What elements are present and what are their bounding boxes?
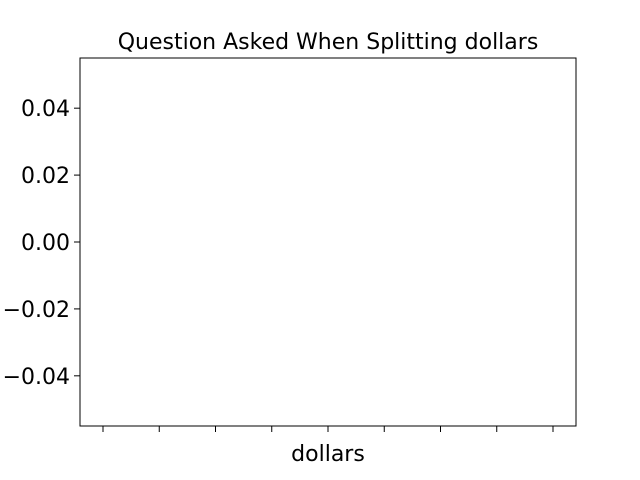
chart-title: Question Asked When Splitting dollars bbox=[118, 30, 539, 55]
y-tick-label: 0.00 bbox=[21, 231, 70, 256]
x-axis-label: dollars bbox=[291, 442, 365, 467]
y-tick-label: 0.04 bbox=[21, 97, 70, 122]
y-tick-label: −0.02 bbox=[3, 298, 70, 323]
plot-area bbox=[79, 57, 577, 427]
y-tick-label: −0.04 bbox=[3, 365, 70, 390]
y-tick-label: 0.02 bbox=[21, 164, 70, 189]
y-axis: 0.04 0.02 0.00 −0.02 −0.04 bbox=[3, 97, 80, 390]
x-axis bbox=[102, 426, 554, 432]
